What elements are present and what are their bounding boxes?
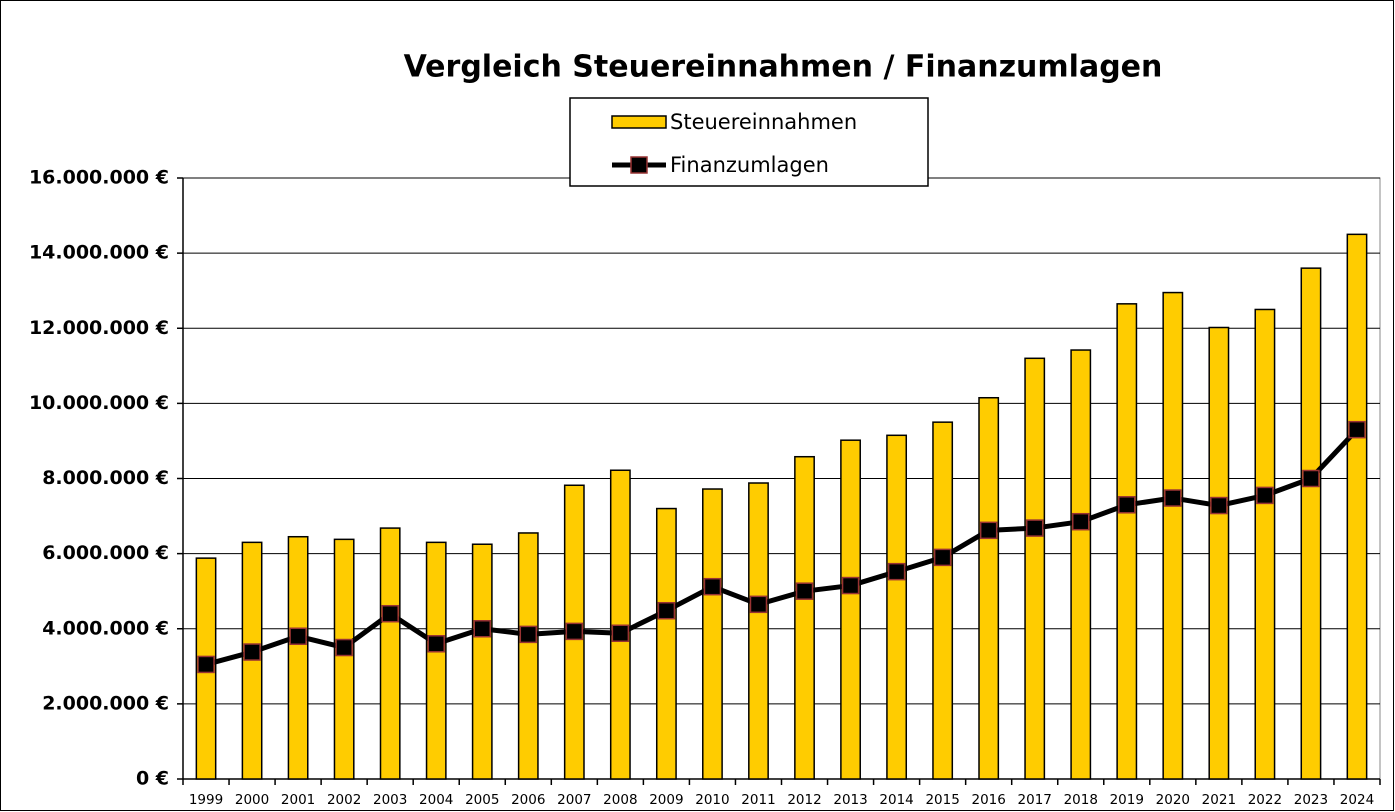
x-tick-label: 2015 [925, 792, 959, 808]
line-marker [1025, 519, 1044, 537]
y-tick-label: 8.000.000 € [42, 467, 169, 489]
x-tick-label: 2019 [1110, 792, 1144, 808]
x-tick-label: 2022 [1248, 792, 1282, 808]
line-marker [565, 622, 584, 641]
line-marker [427, 635, 445, 653]
bar [1070, 349, 1092, 780]
x-tick-label: 2014 [879, 792, 913, 808]
legend-label: Finanzumlagen [670, 153, 829, 177]
bar [932, 421, 954, 780]
chart-title: Vergleich Steuereinnahmen / Finanzumlage… [404, 50, 1163, 85]
x-tick-label: 1999 [189, 792, 223, 808]
x-tick-label: 2020 [1156, 792, 1190, 808]
line-marker [1210, 496, 1228, 515]
y-tick-label: 12.000.000 € [29, 317, 169, 339]
x-tick-label: 2004 [419, 792, 453, 808]
line-marker [243, 643, 261, 661]
x-tick-label: 2021 [1202, 792, 1236, 808]
bar [840, 439, 861, 780]
line-marker [197, 655, 215, 674]
x-tick-label: 2008 [603, 792, 637, 808]
legend: Steuereinnahmen Finanzumlagen [569, 97, 929, 187]
x-tick-label: 2003 [373, 792, 407, 808]
x-tick-label: 2018 [1064, 792, 1098, 808]
x-tick-label: 2000 [235, 792, 269, 808]
x-tick-label: 2012 [787, 792, 821, 808]
x-tick-label: 2002 [327, 792, 361, 808]
y-tick-label: 14.000.000 € [29, 242, 169, 264]
x-tick-label: 2006 [511, 792, 545, 808]
x-tick-label: 2010 [695, 792, 729, 808]
bar [794, 455, 815, 780]
x-tick-label: 2016 [971, 792, 1005, 808]
bar [333, 538, 355, 780]
line-marker [749, 595, 768, 614]
bar [655, 507, 677, 780]
x-tick-label: 2024 [1340, 792, 1374, 808]
bar [1208, 326, 1230, 780]
line-marker [1072, 512, 1090, 531]
bar [1300, 267, 1322, 780]
bar [702, 488, 723, 780]
x-tick-label: 2023 [1294, 792, 1328, 808]
legend-label: Steuereinnahmen [670, 110, 857, 134]
bar [1346, 233, 1368, 780]
bar [748, 482, 769, 780]
line-marker [611, 624, 630, 643]
x-tick-label: 2001 [281, 792, 315, 808]
line-marker [1348, 420, 1366, 439]
line-marker [979, 521, 998, 540]
y-tick-label: 10.000.000 € [29, 392, 169, 414]
y-tick-label: 16.000.000 € [29, 167, 169, 189]
y-tick-label: 2.000.000 € [42, 692, 169, 714]
bar [978, 396, 1000, 780]
legend-marker [630, 156, 648, 174]
line-marker [657, 601, 676, 620]
x-tick-label: 2005 [465, 792, 499, 808]
line-marker [1164, 489, 1182, 507]
legend-box [569, 97, 929, 187]
line-marker [1302, 469, 1320, 488]
legend-swatch [611, 115, 667, 129]
bar [517, 532, 539, 780]
line-marker [887, 562, 906, 581]
y-tick-label: 4.000.000 € [42, 617, 169, 639]
bar [471, 543, 493, 780]
line-marker [795, 582, 814, 600]
bar [1024, 357, 1046, 780]
bar [379, 527, 401, 780]
bar [1116, 303, 1138, 780]
bar [425, 541, 447, 780]
x-tick-label: 2009 [649, 792, 683, 808]
y-tick-label: 0 € [136, 768, 169, 790]
line-marker [1118, 496, 1136, 514]
line-marker [335, 638, 353, 657]
line-marker [289, 627, 307, 646]
bar [1162, 291, 1184, 780]
line-marker [841, 576, 860, 595]
line-marker [381, 604, 399, 623]
x-tick-label: 2007 [557, 792, 591, 808]
x-tick-label: 2011 [741, 792, 775, 808]
y-tick-label: 6.000.000 € [42, 542, 169, 564]
line-marker [519, 625, 538, 644]
bar [886, 434, 908, 780]
line-marker [933, 548, 952, 567]
x-tick-label: 2017 [1018, 792, 1052, 808]
x-tick-label: 2013 [833, 792, 867, 808]
line-marker [473, 620, 491, 638]
bar [1254, 308, 1276, 780]
bar [287, 535, 309, 780]
line-marker [1256, 486, 1274, 505]
line-marker [703, 577, 722, 596]
